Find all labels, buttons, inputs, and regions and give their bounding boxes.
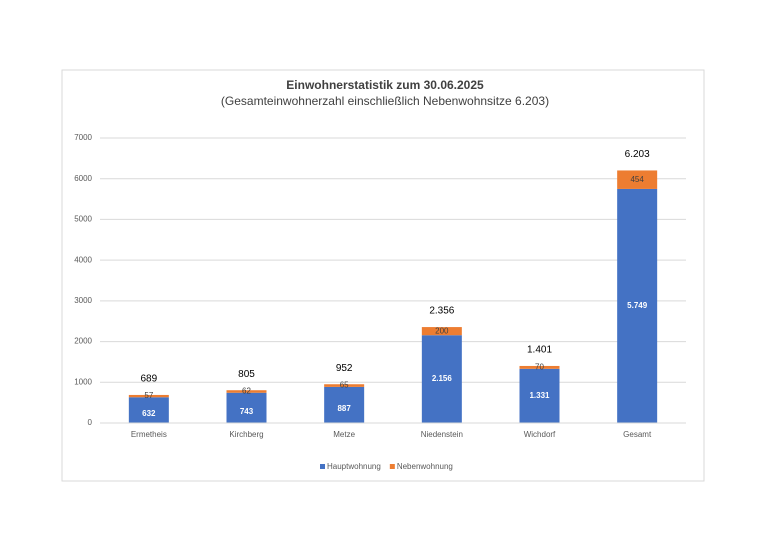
y-tick-label: 2000 <box>74 337 92 346</box>
y-tick-label: 0 <box>88 418 93 427</box>
data-label: 454 <box>630 175 644 184</box>
total-label: 6.203 <box>625 149 650 160</box>
y-tick-label: 4000 <box>74 255 92 264</box>
data-label: 62 <box>242 387 251 396</box>
y-tick-label: 3000 <box>74 296 92 305</box>
x-tick-label: Gesamt <box>623 430 652 439</box>
data-label: 632 <box>142 409 156 418</box>
data-label: 5.749 <box>627 301 648 310</box>
y-tick-label: 5000 <box>74 215 92 224</box>
legend-swatch <box>320 464 325 469</box>
bar-segment <box>226 390 267 393</box>
chart-subtitle: (Gesamteinwohnerzahl einschließlich Nebe… <box>221 94 549 108</box>
x-tick-label: Metze <box>333 430 355 439</box>
total-label: 689 <box>140 374 157 385</box>
bar-segment <box>421 327 462 336</box>
total-label: 805 <box>238 369 255 380</box>
y-tick-label: 1000 <box>74 377 92 386</box>
y-tick-label: 6000 <box>74 174 92 183</box>
total-label: 2.356 <box>429 306 454 317</box>
x-tick-label: Ermetheis <box>131 430 167 439</box>
legend-label: Hauptwohnung <box>327 462 381 471</box>
bar-segment <box>128 394 169 398</box>
data-label: 1.331 <box>529 391 550 400</box>
x-tick-label: Wichdorf <box>524 430 556 439</box>
x-tick-label: Kirchberg <box>229 430 263 439</box>
bar-segment <box>519 368 560 423</box>
bar-segment <box>617 170 658 189</box>
data-label: 743 <box>240 407 254 416</box>
data-label: 887 <box>337 404 351 413</box>
bar-segment <box>324 386 365 423</box>
data-label: 200 <box>435 326 449 335</box>
data-label: 2.156 <box>432 374 453 383</box>
chart-title: Einwohnerstatistik zum 30.06.2025 <box>286 78 484 92</box>
legend-label: Nebenwohnung <box>397 462 453 471</box>
bar-segment <box>519 365 560 369</box>
bar-segment <box>324 384 365 387</box>
legend-swatch <box>389 464 395 469</box>
total-label: 952 <box>336 363 353 374</box>
bar-segment <box>128 397 169 423</box>
bar-segment <box>617 188 658 423</box>
total-label: 1.401 <box>527 345 552 356</box>
bar-segment <box>421 335 462 423</box>
x-tick-label: Niedenstein <box>421 430 463 439</box>
data-label: 57 <box>144 391 153 400</box>
data-label: 70 <box>535 362 544 371</box>
y-tick-label: 7000 <box>74 133 92 142</box>
data-label: 65 <box>340 381 349 390</box>
bar-segment <box>226 392 267 423</box>
